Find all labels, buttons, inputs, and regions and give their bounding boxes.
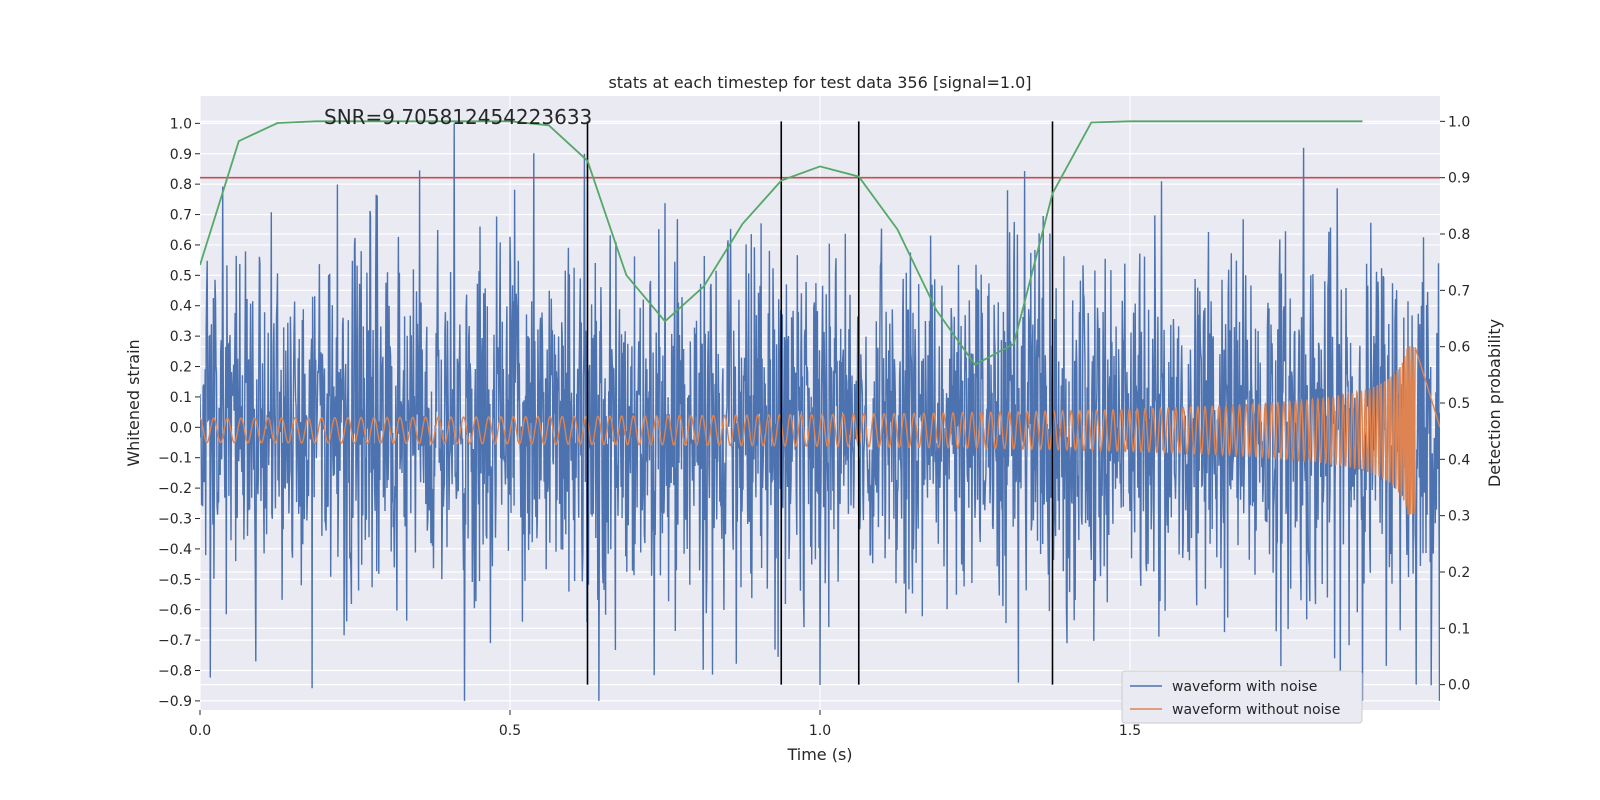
y-tick-label: 1.0 [170,116,192,132]
y-tick-label: 0.1 [170,390,192,406]
series-layer [200,120,1440,701]
y-tick-label: 0.4 [170,299,192,315]
y2-tick-label: 0.5 [1448,396,1470,412]
y-tick-label: 0.9 [170,147,192,163]
y-axis-left: 1.0 0.9 0.8 0.7 0.6 0.5 0.4 0.3 0.2 0.1 0.0 −0.1 −0.… [158,116,200,710]
y-tick-label: −0.3 [158,512,192,528]
legend: waveform with noise waveform without noi… [1121,670,1363,724]
y-tick-label: 0.5 [170,268,192,284]
snr-annotation: SNR=9.705812454223633 [324,105,592,129]
x-tick-label: 1.0 [809,723,831,739]
y-axis-label: Whitened strain [124,339,143,466]
y2-tick-label: 0.7 [1448,283,1470,299]
y2-tick-label: 0.6 [1448,340,1470,356]
x-axis-label: Time (s) [786,745,852,764]
y-tick-label: 0.3 [170,329,192,345]
y-tick-label: 0.0 [170,420,192,436]
y-tick-label: −0.2 [158,481,192,497]
x-tick-label: 1.5 [1119,723,1141,739]
y2-tick-label: 0.4 [1448,452,1470,468]
legend-box [1121,670,1363,724]
y-tick-label: 0.8 [170,177,192,193]
chart-title: stats at each timestep for test data 356… [608,73,1031,92]
y2-axis-label: Detection probability [1485,319,1504,487]
y-tick-label: 0.6 [170,238,192,254]
y-tick-label: −0.1 [158,451,192,467]
y-tick-label: −0.6 [158,603,192,619]
y2-tick-label: 0.3 [1448,509,1470,525]
legend-label-noise: waveform with noise [1172,679,1317,695]
x-axis: 0.0 0.5 1.0 1.5 [189,710,1141,739]
y2-tick-label: 0.2 [1448,565,1470,581]
x-tick-label: 0.0 [189,723,211,739]
y2-tick-label: 1.0 [1448,114,1470,130]
y2-tick-label: 0.1 [1448,621,1470,637]
x-tick-label: 0.5 [499,723,521,739]
series-detection-probability [200,120,1363,366]
series-waveform-with-noise [200,123,1440,701]
y-tick-label: −0.4 [158,542,192,558]
y-axis-right: 1.0 0.9 0.8 0.7 0.6 0.5 0.4 0.3 0.2 0.1 0.0 [1440,114,1470,694]
y2-tick-label: 0.8 [1448,227,1470,243]
y2-tick-label: 0.9 [1448,171,1470,187]
legend-label-clean: waveform without noise [1172,702,1340,718]
y-tick-label: 0.2 [170,360,192,376]
y-tick-label: −0.5 [158,572,192,588]
y-tick-label: 0.7 [170,208,192,224]
y-tick-label: −0.9 [158,694,192,710]
y-tick-label: −0.8 [158,663,192,679]
series-waveform-without-noise [200,346,1440,515]
y-tick-label: −0.7 [158,633,192,649]
y2-tick-label: 0.0 [1448,678,1470,694]
